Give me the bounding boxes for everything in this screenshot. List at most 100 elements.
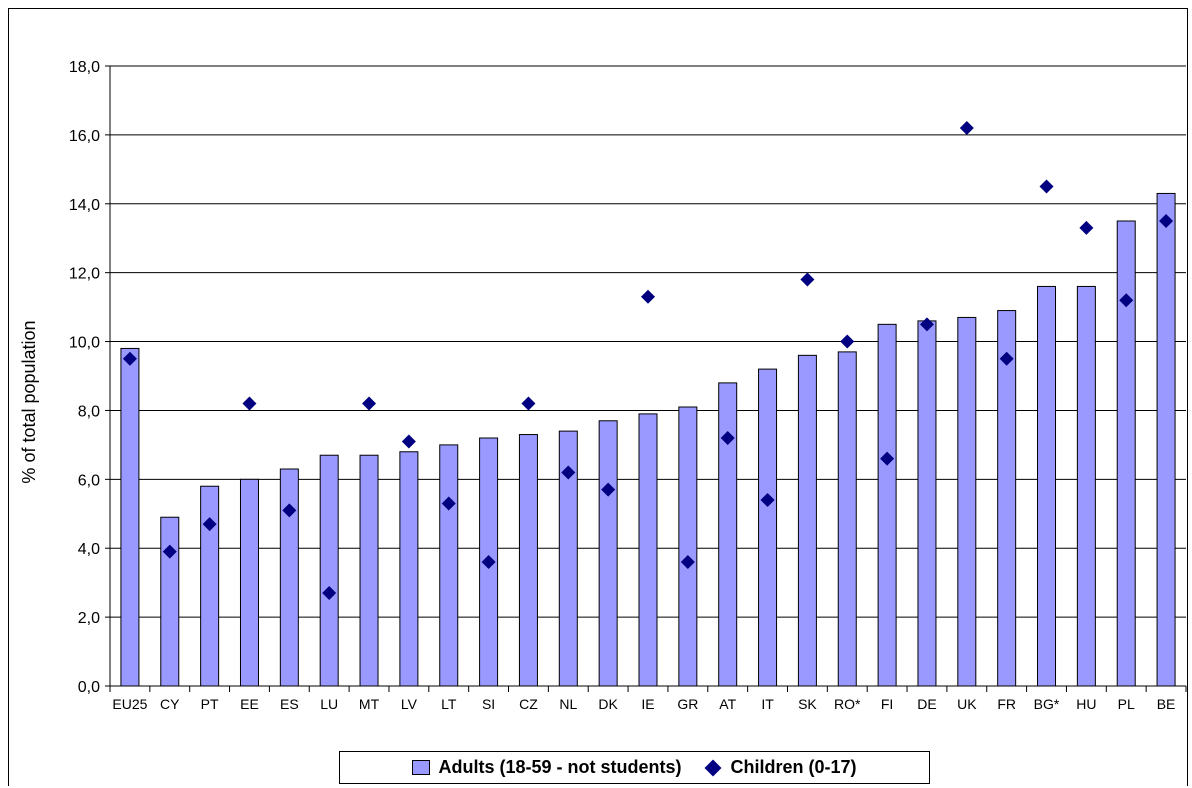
bar-IT xyxy=(758,368,778,687)
x-category-label: NL xyxy=(559,696,577,712)
x-category-label: SI xyxy=(482,696,495,712)
marker-SK xyxy=(800,272,815,287)
bar-BG* xyxy=(1037,285,1057,687)
marker-NL xyxy=(561,465,576,480)
marker-AT xyxy=(720,431,735,445)
bar-UK xyxy=(957,316,977,687)
x-category-label: EU25 xyxy=(112,696,147,712)
x-category-label: BE xyxy=(1157,696,1176,712)
bar-RO* xyxy=(837,351,857,687)
bar-SK xyxy=(797,354,817,687)
marker-series xyxy=(122,121,1174,600)
marker-PT xyxy=(202,517,217,532)
bar-DK xyxy=(598,420,618,687)
x-category-label: MT xyxy=(359,696,380,712)
marker-LT xyxy=(441,496,456,511)
bar-PT xyxy=(200,485,220,687)
marker-IE xyxy=(641,289,655,304)
x-category-label: SK xyxy=(798,696,817,712)
x-category-label: UK xyxy=(957,696,977,712)
x-category-label: DK xyxy=(598,696,618,712)
marker-EU25 xyxy=(122,351,137,366)
y-tick-label: 6,0 xyxy=(78,472,100,489)
marker-DE xyxy=(919,317,934,332)
marker-GR xyxy=(680,555,695,569)
x-category-label: PT xyxy=(201,696,219,712)
bar-HU xyxy=(1076,285,1096,687)
bar-LT xyxy=(439,444,459,687)
marker-MT xyxy=(362,396,377,411)
marker-EE xyxy=(242,396,257,411)
bar-PL xyxy=(1116,220,1136,687)
legend: Adults (18-59 - not students) Children (… xyxy=(339,751,930,784)
bar-FI xyxy=(877,323,897,687)
tick-labels: 0,0 2,0 4,0 6,0 8,0 10,0 12,0 14,0 16,0 18,0 EU25 C… xyxy=(69,59,1176,712)
y-tick-label: 10,0 xyxy=(69,335,100,352)
x-category-label: RO* xyxy=(834,696,861,712)
y-tick-label: 14,0 xyxy=(69,197,100,214)
bar-FR xyxy=(997,310,1017,687)
x-category-label: IE xyxy=(641,696,654,712)
bar-CZ xyxy=(518,434,538,687)
x-category-label: GR xyxy=(677,696,698,712)
marker-LU xyxy=(322,586,337,600)
bar-LV xyxy=(399,451,419,687)
marker-ES xyxy=(282,503,297,518)
legend-entry-children: Children (0-17) xyxy=(704,757,857,778)
axes xyxy=(105,65,1187,692)
x-category-label: EE xyxy=(240,696,259,712)
bar-BE xyxy=(1156,192,1176,687)
chart-frame xyxy=(8,8,1188,786)
x-category-label: CZ xyxy=(519,696,538,712)
marker-IT xyxy=(760,493,775,507)
bar-AT xyxy=(718,382,738,687)
bar-EE xyxy=(239,478,259,687)
x-category-label: ES xyxy=(280,696,299,712)
bar-series xyxy=(120,192,1176,687)
y-tick-label: 2,0 xyxy=(78,610,100,627)
marker-FI xyxy=(880,451,895,466)
legend-label-adults: Adults (18-59 - not students) xyxy=(438,757,682,777)
bar-GR xyxy=(678,406,698,687)
marker-LV xyxy=(401,434,416,449)
x-category-label: LU xyxy=(320,696,338,712)
x-category-label: LV xyxy=(401,696,418,712)
y-tick-label: 0,0 xyxy=(78,679,100,696)
x-category-label: BG* xyxy=(1034,696,1060,712)
legend-entry-adults: Adults (18-59 - not students) xyxy=(412,757,681,778)
legend-diamond-swatch xyxy=(704,759,722,776)
marker-PL xyxy=(1119,293,1134,308)
y-tick-label: 4,0 xyxy=(78,541,100,558)
bar-CY xyxy=(160,516,180,687)
legend-label-children: Children (0-17) xyxy=(730,757,857,777)
x-category-label: AT xyxy=(719,696,736,712)
marker-CZ xyxy=(521,396,536,411)
x-category-label: IT xyxy=(761,696,774,712)
bar-IE xyxy=(638,413,658,687)
x-category-label: FI xyxy=(881,696,893,712)
bar-EU25 xyxy=(120,347,140,687)
marker-RO* xyxy=(840,334,855,349)
x-category-label: PL xyxy=(1118,696,1135,712)
marker-DK xyxy=(601,482,616,497)
marker-UK xyxy=(959,121,974,135)
marker-FR xyxy=(999,351,1014,366)
bar-MT xyxy=(359,454,379,687)
x-category-label: FR xyxy=(997,696,1016,712)
y-tick-label: 12,0 xyxy=(69,266,100,283)
y-tick-label: 18,0 xyxy=(69,59,100,76)
marker-BG* xyxy=(1039,179,1054,194)
x-category-label: LT xyxy=(441,696,457,712)
y-axis-label: % of total population xyxy=(19,320,39,483)
marker-HU xyxy=(1079,220,1094,235)
bar-DE xyxy=(917,320,937,687)
x-category-label: DE xyxy=(917,696,936,712)
y-tick-label: 8,0 xyxy=(78,403,100,420)
bar-LU xyxy=(319,454,339,687)
x-category-label: HU xyxy=(1076,696,1096,712)
x-category-label: CY xyxy=(160,696,180,712)
marker-BE xyxy=(1159,214,1174,228)
y-tick-label: 16,0 xyxy=(69,128,100,145)
marker-CY xyxy=(162,544,177,559)
